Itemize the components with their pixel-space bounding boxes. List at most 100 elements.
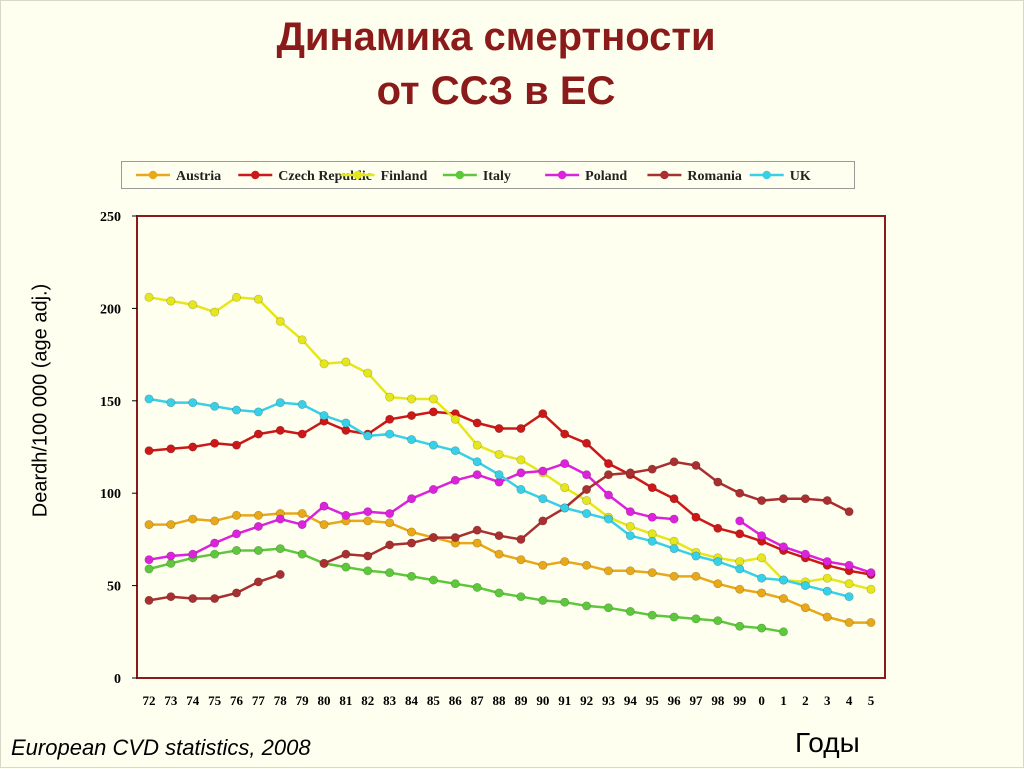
y-tick-label: 50 — [107, 580, 121, 595]
data-point — [428, 407, 438, 417]
data-point — [232, 440, 242, 450]
data-point — [822, 586, 832, 596]
data-point — [560, 557, 570, 567]
data-point — [669, 544, 679, 554]
data-point — [603, 514, 613, 524]
legend-swatch-marker — [251, 170, 260, 180]
data-point — [844, 592, 854, 602]
data-point — [582, 560, 592, 570]
data-point — [253, 521, 263, 531]
slide-title-line-2: от ССЗ в ЕС — [376, 69, 616, 113]
x-tick-label: 98 — [711, 693, 725, 708]
x-tick-label: 91 — [558, 693, 571, 708]
data-point — [582, 438, 592, 448]
x-tick-label: 76 — [230, 693, 244, 708]
data-point — [494, 477, 504, 487]
data-point — [844, 560, 854, 570]
data-point — [188, 514, 198, 524]
data-point — [385, 540, 395, 550]
x-tick-label: 82 — [361, 693, 374, 708]
data-point — [538, 516, 548, 526]
data-point — [363, 429, 373, 439]
data-point — [319, 558, 329, 568]
x-tick-label: 3 — [824, 693, 831, 708]
data-point — [385, 429, 395, 439]
data-point — [691, 512, 701, 522]
data-point — [647, 483, 657, 493]
data-point — [188, 594, 198, 604]
data-point — [428, 575, 438, 585]
data-point — [757, 553, 767, 563]
data-point — [560, 429, 570, 439]
data-point — [778, 627, 788, 637]
data-point — [582, 485, 592, 495]
data-point — [735, 488, 745, 498]
x-tick-label: 83 — [383, 693, 397, 708]
data-point — [428, 440, 438, 450]
data-point — [538, 468, 548, 478]
chart-legend: Austria Czech Republic Finland Italy Poland R… — [121, 161, 855, 189]
data-point — [757, 536, 767, 546]
data-point — [472, 418, 482, 428]
data-point — [253, 577, 263, 587]
data-point — [363, 507, 373, 517]
series-line-austria — [149, 512, 871, 624]
data-point — [494, 449, 504, 459]
data-point — [188, 442, 198, 452]
data-point — [516, 424, 526, 434]
data-point — [407, 435, 417, 445]
data-point — [319, 501, 329, 511]
x-tick-label: 85 — [427, 693, 441, 708]
data-point — [144, 394, 154, 404]
data-point — [275, 398, 285, 408]
data-point — [538, 494, 548, 504]
y-tick-label: 250 — [100, 210, 121, 225]
data-point — [603, 459, 613, 469]
data-point — [735, 529, 745, 539]
data-point — [800, 553, 810, 563]
data-point — [494, 470, 504, 480]
data-point — [582, 470, 592, 480]
data-point — [232, 545, 242, 555]
data-point — [450, 538, 460, 548]
data-point — [363, 566, 373, 576]
data-point — [363, 431, 373, 441]
data-point — [844, 507, 854, 517]
data-point — [428, 394, 438, 404]
data-point — [844, 579, 854, 589]
data-point — [778, 575, 788, 585]
x-tick-label: 99 — [733, 693, 747, 708]
data-point — [516, 468, 526, 478]
legend-entry-label: Poland — [585, 169, 627, 184]
legend-swatch-marker — [353, 170, 362, 180]
data-point — [778, 545, 788, 555]
data-point — [144, 555, 154, 565]
data-point — [778, 494, 788, 504]
data-point — [494, 531, 504, 541]
data-point — [385, 518, 395, 528]
data-point — [319, 416, 329, 426]
x-tick-label: 79 — [296, 693, 310, 708]
data-point — [253, 407, 263, 417]
data-point — [778, 542, 788, 552]
x-tick-label: 2 — [802, 693, 809, 708]
x-tick-label: 89 — [514, 693, 528, 708]
data-point — [516, 534, 526, 544]
data-point — [407, 527, 417, 537]
x-tick-label: 93 — [602, 693, 616, 708]
data-point — [210, 594, 220, 604]
series-line-poland — [148, 462, 675, 561]
x-tick-label: 80 — [318, 693, 331, 708]
data-point — [866, 570, 876, 580]
legend-swatch-marker — [148, 170, 158, 180]
y-tick-label: 100 — [100, 487, 121, 502]
data-point — [582, 496, 592, 506]
data-point — [472, 525, 482, 535]
data-point — [428, 533, 438, 543]
data-point — [757, 623, 767, 633]
legend-entry-label: Italy — [483, 169, 511, 184]
data-point — [560, 503, 570, 513]
data-point — [866, 618, 876, 628]
data-point — [450, 533, 460, 543]
